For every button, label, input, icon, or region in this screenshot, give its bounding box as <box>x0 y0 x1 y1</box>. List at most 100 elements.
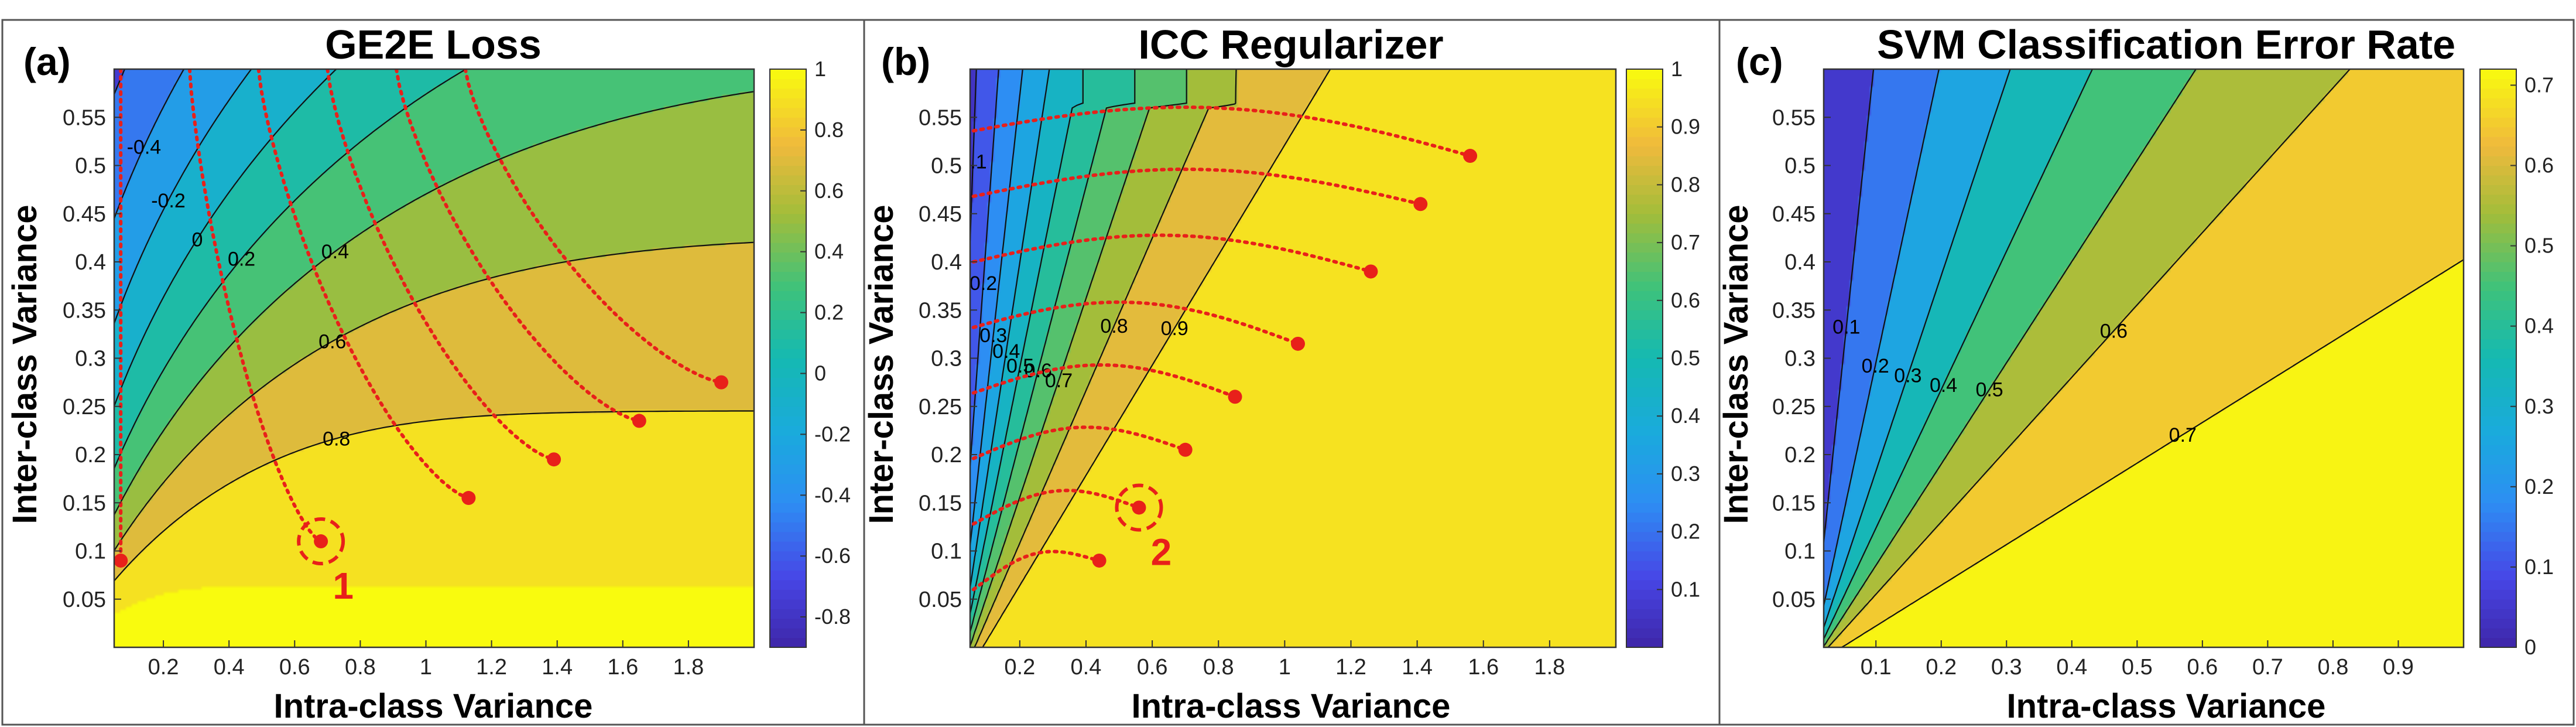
contour-label: 0.7 <box>1045 370 1073 392</box>
y-tick-label: 0.45 <box>63 202 106 227</box>
panel-label: (b) <box>881 40 930 83</box>
x-tick-label: 0.1 <box>1861 655 1892 680</box>
colorbar-tick-label: 0.4 <box>1671 404 1700 428</box>
colorbar-tick-label: 0.2 <box>2524 475 2554 499</box>
x-tick-label: 0.4 <box>2056 655 2087 680</box>
trajectory-line <box>326 69 556 462</box>
x-tick-label: 1.2 <box>1335 655 1366 680</box>
x-tick-label: 0.6 <box>2187 655 2218 680</box>
contour-line <box>1841 259 2464 647</box>
contour-plot: 0.10.2 0.3 0.4 0.5 0.6 0.7 <box>1823 68 2465 649</box>
colorbar-tick-label: 0.4 <box>2524 314 2554 338</box>
contour-line <box>1824 69 2197 647</box>
y-tick-label: 0.35 <box>919 298 962 323</box>
trajectory-line <box>971 425 1187 460</box>
trajectory-line <box>971 233 1373 274</box>
trajectory-endpoint <box>114 553 128 568</box>
contour-label: 0 <box>191 228 203 251</box>
colorbar-tick-label: 0.8 <box>1671 172 1700 196</box>
x-tick-label: 1.8 <box>673 655 704 680</box>
y-tick-label: 0.1 <box>75 540 106 564</box>
colorbar-tick-label: 0.3 <box>1671 462 1700 486</box>
contour-line <box>114 410 754 582</box>
x-tick-label: 0.6 <box>1137 655 1168 680</box>
contour-label: 0.6 <box>318 331 346 353</box>
contour-line <box>114 69 126 95</box>
highlight-label: 1 <box>333 565 354 607</box>
y-tick-label: 0.15 <box>63 491 106 516</box>
x-tick-label: 1 <box>420 655 432 680</box>
trajectory-line <box>971 549 1101 592</box>
trajectory-endpoint <box>1413 197 1428 211</box>
contour-plot: -0.4 -0.20 0.2 0.4 0.6 0.8 1 <box>113 68 755 649</box>
x-tick-labels: 0.2 0.4 0.6 0.8 1 1.2 1.4 1.6 1.8 <box>1004 640 1565 680</box>
contour-label: 0.2 <box>1862 355 1889 377</box>
colorbar-tick-label: -0.8 <box>814 605 851 629</box>
colorbar-tick-label: 0.6 <box>1671 288 1700 312</box>
y-tick-label: 0.55 <box>1772 105 1815 130</box>
trajectory-line <box>187 69 323 543</box>
colorbar-tick-label: 0.5 <box>2524 234 2554 258</box>
highlight-ring <box>297 517 345 566</box>
y-tick-label: 0.2 <box>75 443 106 467</box>
chart-title: GE2E Loss <box>325 22 542 67</box>
contour-label: 0.1 <box>959 151 986 173</box>
contour-label: 0.3 <box>979 325 1007 347</box>
colorbar: 0.7 0.6 0.5 0.4 0.3 0.2 0.1 0 <box>2479 69 2554 659</box>
x-tick-label: 0.6 <box>279 655 310 680</box>
y-tick-label: 0.55 <box>919 105 962 130</box>
x-tick-label: 0.2 <box>1004 655 1035 680</box>
x-tick-label: 0.2 <box>1926 655 1957 680</box>
trajectory-endpoint <box>1132 500 1146 515</box>
y-tick-label: 0.3 <box>75 347 106 371</box>
x-axis-label: Intra-class Variance <box>2007 687 2326 725</box>
x-tick-label: 0.4 <box>214 655 245 680</box>
contour-line <box>970 69 1050 588</box>
contour-label: 0.7 <box>2169 424 2197 446</box>
colorbar: 1 0.9 0.8 0.7 0.6 0.5 0.4 0.3 0.2 0.1 <box>1626 57 1700 648</box>
colorbar-tick-label: 0.6 <box>2524 153 2554 178</box>
trajectory-line <box>971 105 1472 158</box>
colorbar-tick-label: 0.8 <box>814 118 844 142</box>
trajectory-endpoint <box>1290 336 1305 351</box>
y-tick-label: 0.3 <box>1784 347 1815 371</box>
y-axis-label: Inter-class Variance <box>6 205 44 524</box>
trajectory-line <box>395 69 641 423</box>
contour-label: 0.4 <box>1930 374 1957 397</box>
trajectory-endpoint <box>1364 264 1378 279</box>
y-tick-label: 0.45 <box>919 202 962 227</box>
contour-label: 0.1 <box>1832 316 1860 339</box>
y-tick-label: 0.35 <box>63 298 106 323</box>
trajectory-endpoint <box>632 414 646 428</box>
y-tick-label: 0.25 <box>1772 395 1815 419</box>
x-tick-label: 1.4 <box>1402 655 1433 680</box>
contour-label: 0.4 <box>992 340 1020 363</box>
x-tick-label: 0.7 <box>2252 655 2283 680</box>
x-tick-label: 0.4 <box>1071 655 1102 680</box>
colorbar-tick-label: 0 <box>814 361 826 385</box>
colorbar-tick-label: 0.7 <box>2524 73 2554 97</box>
y-tick-label: 0.4 <box>75 250 106 275</box>
y-tick-labels: 0.05 0.1 0.15 0.2 0.25 0.3 0.35 0.4 0.45 0.5 0.55 <box>1772 105 1831 612</box>
contour-line <box>970 69 1084 614</box>
panel-svm: (c) SVM Classification Error Rate 0.10.2… <box>1717 22 2554 725</box>
contour-line <box>114 69 185 219</box>
colorbar-tick-label: -0.4 <box>814 483 851 507</box>
contour-line <box>970 69 999 466</box>
trajectory-endpoint <box>314 534 328 549</box>
colorbar-tick-label: 0.1 <box>2524 555 2554 579</box>
trajectory-endpoint <box>1463 149 1478 163</box>
colorbar-tick-label: 0.7 <box>1671 230 1700 254</box>
contour-label: 0.9 <box>1161 318 1188 340</box>
contour-label: -0.2 <box>151 190 186 212</box>
colorbar-tick-label: 0.4 <box>814 240 844 264</box>
colorbar: 1 0.8 0.6 0.4 0.2 0 -0.2 -0.4 -0.6 -0.8 <box>769 57 851 648</box>
contour-line <box>970 69 1023 546</box>
trajectories <box>114 69 728 568</box>
contour-label: -0.4 <box>127 136 162 159</box>
y-tick-label: 0.5 <box>931 154 962 179</box>
contour-line <box>970 69 1187 646</box>
trajectory-endpoint <box>1178 442 1193 457</box>
x-tick-label: 1.6 <box>607 655 638 680</box>
colorbar-tick-label: 0.2 <box>1671 520 1700 544</box>
